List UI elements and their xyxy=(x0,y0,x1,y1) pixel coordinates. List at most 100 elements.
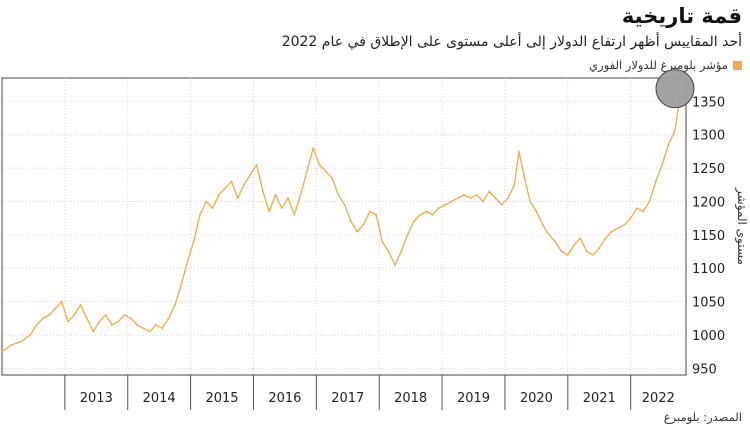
data-point xyxy=(48,314,51,316)
data-point xyxy=(73,314,76,316)
data-point xyxy=(79,304,82,306)
data-point xyxy=(117,320,120,323)
data-point xyxy=(92,330,95,333)
data-point xyxy=(500,203,503,206)
data-point xyxy=(312,147,315,149)
data-point xyxy=(400,250,403,253)
x-tick-label: 2013 xyxy=(80,391,113,406)
data-point xyxy=(186,260,189,263)
data-point xyxy=(406,233,409,236)
x-tick-label: 2017 xyxy=(331,391,364,406)
data-point xyxy=(224,187,227,190)
data-point xyxy=(629,217,632,220)
x-tick-label: 2019 xyxy=(457,391,490,406)
data-point xyxy=(142,327,145,330)
plot-frame xyxy=(1,77,687,376)
data-point xyxy=(350,220,352,223)
data-point xyxy=(579,237,582,240)
legend: مؤشر بلومبرغ للدولار الفوري xyxy=(589,58,742,72)
data-point xyxy=(573,243,575,246)
data-point xyxy=(19,340,22,343)
data-point xyxy=(236,197,239,200)
data-point xyxy=(54,307,57,310)
data-point xyxy=(488,190,491,193)
data-point xyxy=(387,250,390,253)
x-tick-label: 2021 xyxy=(583,391,616,406)
data-point xyxy=(375,213,377,216)
peak-highlight-circle xyxy=(655,69,695,109)
data-point xyxy=(230,180,233,183)
data-point xyxy=(331,177,333,180)
data-point xyxy=(98,320,101,323)
data-point xyxy=(41,317,44,320)
data-point xyxy=(268,210,271,213)
data-point xyxy=(287,197,289,200)
y-tick-label: 1200 xyxy=(692,195,725,210)
data-point xyxy=(661,163,664,166)
data-point xyxy=(541,223,544,226)
data-point xyxy=(610,230,613,233)
data-point xyxy=(642,210,645,213)
data-point xyxy=(67,320,69,323)
data-point xyxy=(249,173,252,176)
data-point xyxy=(111,324,113,326)
data-point xyxy=(494,197,497,200)
data-point xyxy=(529,200,531,203)
data-point xyxy=(469,197,472,200)
y-tick-label: 950 xyxy=(692,362,717,377)
data-point xyxy=(648,200,651,203)
data-point xyxy=(444,203,447,206)
data-point xyxy=(123,314,126,316)
data-point xyxy=(104,314,107,316)
data-point xyxy=(29,334,32,336)
data-point xyxy=(623,223,626,226)
data-point xyxy=(148,330,151,333)
x-tick-label: 2016 xyxy=(268,391,301,406)
data-point xyxy=(412,220,415,223)
data-point xyxy=(450,200,453,203)
data-point xyxy=(598,247,601,250)
data-point xyxy=(617,227,620,230)
data-point xyxy=(324,170,327,173)
data-point xyxy=(255,163,258,166)
y-tick-label: 1000 xyxy=(692,329,725,344)
data-point xyxy=(507,197,509,200)
data-point xyxy=(217,193,220,196)
data-point xyxy=(475,193,478,196)
data-point xyxy=(167,317,170,320)
data-point xyxy=(636,207,638,210)
data-point xyxy=(1,350,3,353)
data-point xyxy=(535,210,538,213)
y-tick-label: 1350 xyxy=(692,95,725,110)
data-point xyxy=(517,150,520,153)
data-point xyxy=(85,317,88,320)
data-point xyxy=(274,193,277,196)
data-point xyxy=(362,223,365,226)
data-point xyxy=(604,237,607,240)
data-point xyxy=(129,317,132,320)
data-point xyxy=(155,324,157,326)
x-tick-label: 2018 xyxy=(394,391,427,406)
y-tick-label: 1150 xyxy=(692,229,725,244)
data-point xyxy=(654,180,657,183)
data-point xyxy=(299,193,302,196)
data-point xyxy=(211,207,214,210)
data-point xyxy=(425,210,428,213)
x-tick-label: 2020 xyxy=(520,391,553,406)
legend-swatch xyxy=(733,60,742,70)
data-point xyxy=(513,183,516,186)
y-axis-title: مستوى المؤشر xyxy=(734,187,749,265)
data-point xyxy=(262,190,264,193)
data-point xyxy=(192,240,195,243)
data-point xyxy=(463,193,465,196)
data-point xyxy=(306,170,308,173)
data-point xyxy=(592,253,594,256)
data-point xyxy=(60,300,63,303)
data-point xyxy=(161,327,164,330)
data-point xyxy=(199,213,201,216)
data-point xyxy=(585,250,588,253)
data-point xyxy=(548,233,550,236)
data-point xyxy=(431,213,434,216)
legend-label: مؤشر بلومبرغ للدولار الفوري xyxy=(589,58,728,72)
